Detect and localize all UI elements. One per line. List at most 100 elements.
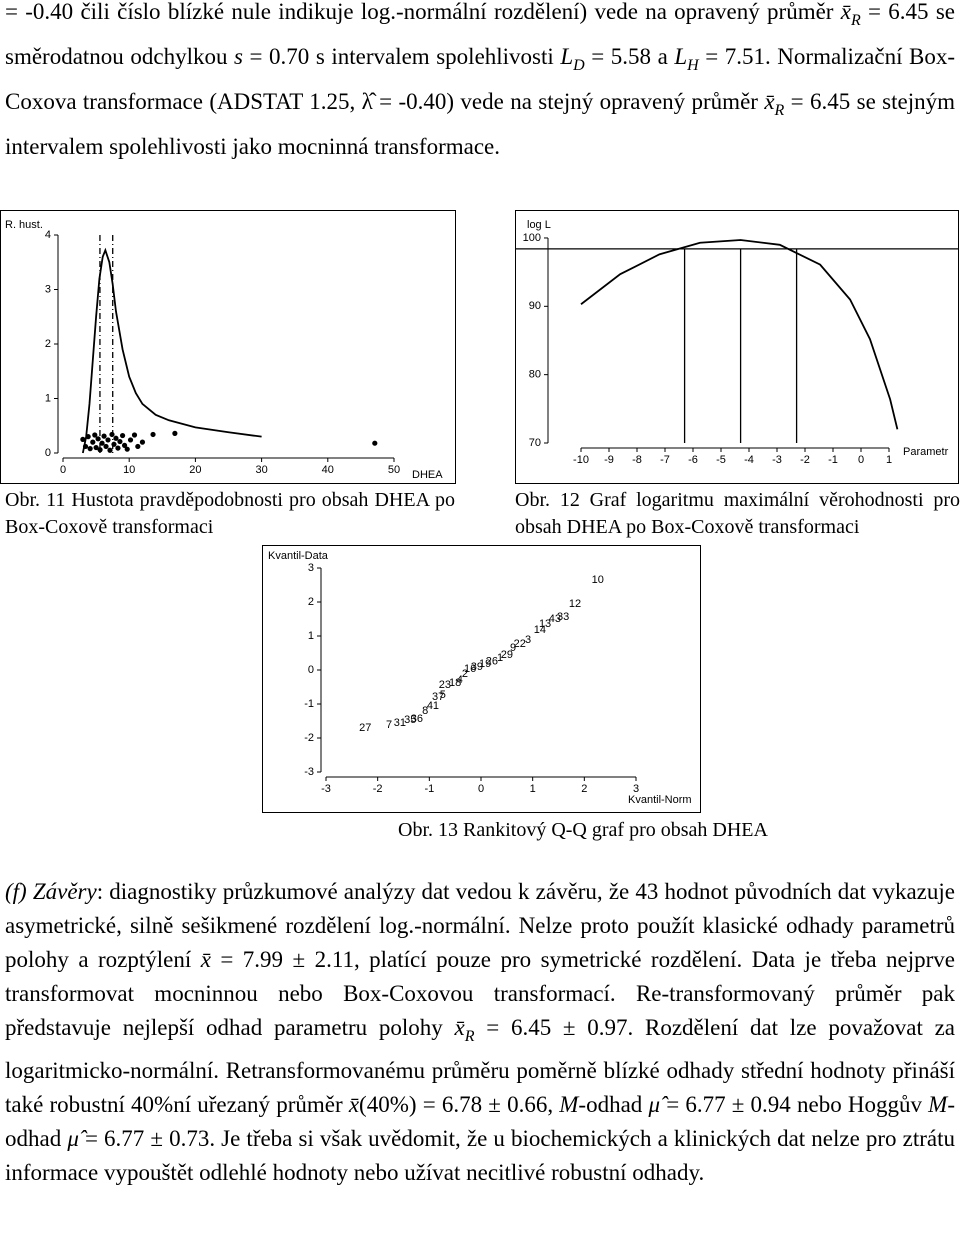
point <box>131 432 138 438</box>
point-label: 35 <box>404 714 416 726</box>
x-tick-label: -2 <box>800 454 810 466</box>
point <box>103 443 109 450</box>
x-tick-label: -9 <box>604 454 614 466</box>
point-label: 31 <box>394 717 406 729</box>
x-tick-label: 20 <box>189 464 201 476</box>
y-tick-label: -1 <box>304 698 314 710</box>
point <box>107 447 113 453</box>
point-label: 39 <box>471 661 483 673</box>
symbol: M <box>559 1092 579 1117</box>
point <box>95 436 101 442</box>
x-tick-label: 3 <box>633 783 639 795</box>
text: = 6.77 ± 0.73. Je třeba si však uvědomit… <box>5 1126 955 1185</box>
heading: (f) Závěry <box>5 879 97 904</box>
caption: Obr. 13 Rankitový Q-Q graf pro obsah DHE… <box>398 819 768 841</box>
x-tick-label: 1 <box>886 454 892 466</box>
x-tick-label: -7 <box>660 454 670 466</box>
point <box>101 433 107 439</box>
text: -odhad <box>5 1092 955 1151</box>
text: = 5.58 a <box>584 44 675 69</box>
x-axis-label: Kvantil-Norm <box>628 794 692 806</box>
y-tick-label: 1 <box>308 630 314 642</box>
x-tick-label: -4 <box>744 454 754 466</box>
figure-frame <box>0 210 456 484</box>
x-tick-label: -5 <box>716 454 726 466</box>
point <box>113 435 119 441</box>
point-label: 12 <box>569 598 581 610</box>
point <box>117 438 123 445</box>
point-label: 13 <box>539 618 551 630</box>
point-label: 7 <box>386 719 392 731</box>
x-tick-label: 40 <box>322 464 334 476</box>
text: = 6.45 ± 0.97. Rozdělení dat lze považov… <box>5 1015 955 1117</box>
point-label: 8 <box>422 705 428 717</box>
point <box>82 443 89 450</box>
point <box>172 430 178 436</box>
y-tick-label: 100 <box>523 232 541 244</box>
text: = -0.40 čili číslo blízké nule indikuje … <box>5 0 841 24</box>
point <box>119 432 126 439</box>
point-label: 3 <box>525 634 531 646</box>
y-tick-label: 0 <box>308 664 314 676</box>
y-tick-label: 4 <box>45 229 51 241</box>
x-tick-label: -3 <box>772 454 782 466</box>
point-label: 19 <box>479 658 491 670</box>
subscript: D <box>573 57 585 74</box>
point-label: 23 <box>439 679 451 691</box>
point <box>372 440 378 446</box>
point <box>99 440 105 446</box>
y-tick-label: 1 <box>45 392 51 404</box>
point <box>111 441 117 447</box>
point <box>87 446 93 452</box>
curve <box>580 239 899 430</box>
y-tick-label: -2 <box>304 732 314 744</box>
point-label: 41 <box>427 700 439 712</box>
point <box>109 431 115 438</box>
paragraph: = -0.40 čili číslo blízké nule indikuje … <box>5 0 955 165</box>
symbol: x̄ <box>200 947 211 972</box>
point-label: 18 <box>449 677 461 689</box>
y-tick-label: 0 <box>45 447 51 459</box>
text: = 6.45 se směrodatnou odchylkou <box>5 0 955 69</box>
x-tick-label: -8 <box>632 454 642 466</box>
y-axis-label: Kvantil-Data <box>268 550 329 562</box>
point-label: 37 <box>432 691 444 703</box>
symbol: μ̂ <box>648 1092 661 1117</box>
point <box>93 444 99 451</box>
curve <box>81 247 262 454</box>
point-label: 1 <box>497 652 503 664</box>
y-tick-label: 70 <box>529 437 541 449</box>
point <box>115 445 121 451</box>
point-label: 22 <box>514 638 526 650</box>
caption: Obr. 11 Hustota pravděpodobnosti pro obs… <box>5 489 455 538</box>
point <box>150 431 156 438</box>
x-tick-label: 10 <box>123 464 135 476</box>
text: = 7.51. Normalizační Box-Coxova transfor… <box>5 44 956 114</box>
symbol: μ̂ <box>67 1126 79 1151</box>
y-tick-label: 3 <box>308 562 314 574</box>
point-label: 10 <box>592 574 604 586</box>
text: (40%) = 6.78 ± 0.66, <box>359 1092 560 1117</box>
symbol: x̄ <box>348 1092 360 1117</box>
x-tick-label: -1 <box>424 783 434 795</box>
paragraph: (f) Závěry: diagnostiky průzkumové analý… <box>5 875 955 1190</box>
y-tick-label: -3 <box>304 766 314 778</box>
x-tick-label: 30 <box>255 464 267 476</box>
x-tick-label: 0 <box>60 464 66 476</box>
x-tick-label: -1 <box>828 454 838 466</box>
caption: Obr. 12 Graf logaritmu maximální věrohod… <box>515 489 960 538</box>
point-label: 29 <box>501 649 513 661</box>
text: : diagnostiky průzkumové analýzy dat ved… <box>5 879 955 972</box>
point <box>124 446 130 452</box>
point-label: 16 <box>464 663 476 675</box>
point-label: 5 <box>440 689 446 701</box>
point-label: 4 <box>457 674 463 686</box>
x-axis-label: DHEA <box>412 469 443 481</box>
y-tick-label: 3 <box>45 283 51 295</box>
symbol: x̄ <box>454 1015 465 1040</box>
symbol: x̄ <box>764 89 775 114</box>
y-tick-label: 2 <box>308 596 314 608</box>
point <box>92 432 98 438</box>
